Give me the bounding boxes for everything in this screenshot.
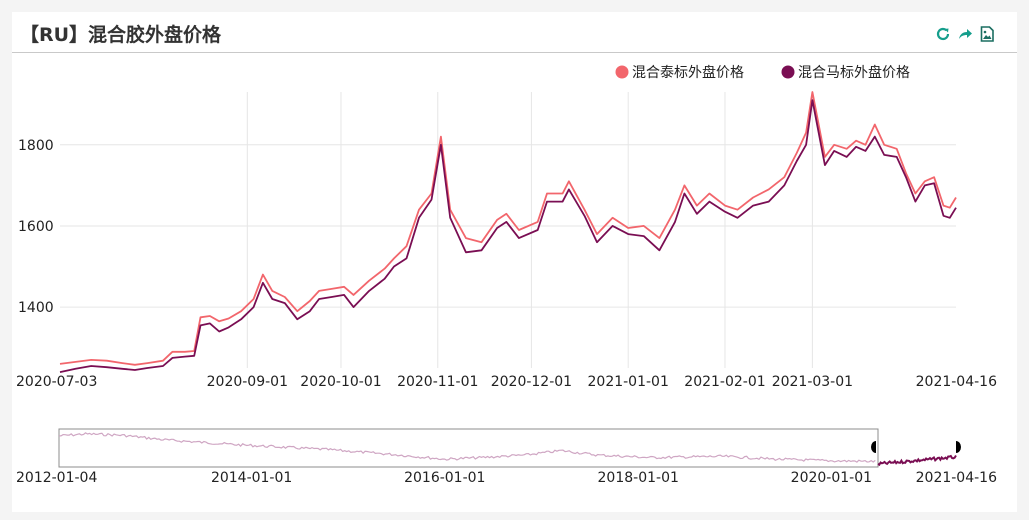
legend-item-thai[interactable]: 混合泰标外盘价格: [615, 64, 745, 81]
overview-x-axis: 2012-01-04 2014-01-01 2016-01-01 2018-01-01…: [16, 470, 997, 486]
panel-header: 【RU】混合胶外盘价格: [12, 12, 1017, 53]
overview-x-tick-label: 2012-01-04: [16, 470, 97, 486]
y-axis: 1400 1600 1800: [18, 138, 54, 316]
range-slider-selected-area[interactable]: [58, 428, 879, 468]
page-title: 【RU】混合胶外盘价格: [20, 24, 222, 46]
y-tick-label: 1600: [18, 219, 54, 235]
overview-x-tick-label: 2016-01-01: [404, 470, 485, 486]
refresh-icon[interactable]: [935, 26, 951, 42]
x-tick-label: 2020-07-03: [16, 374, 97, 390]
overview-x-tick-label: 2020-01-01: [791, 470, 872, 486]
overview-x-tick-label: 2018-01-01: [598, 470, 679, 486]
legend: 混合泰标外盘价格 混合马标外盘价格: [615, 64, 911, 81]
x-tick-label: 2021-03-01: [772, 374, 853, 390]
series-group: [59, 91, 957, 373]
overview-x-tick-label: 2014-01-01: [211, 470, 292, 486]
x-tick-label: 2020-12-01: [491, 374, 572, 390]
overview-history-line: [58, 432, 876, 463]
share-icon[interactable]: [957, 26, 973, 42]
series-line-thai: [59, 91, 957, 366]
x-tick-label: 2021-02-01: [684, 374, 765, 390]
x-tick-label: 2020-11-01: [397, 374, 478, 390]
overview-x-tick-label: 2021-04-16: [916, 470, 997, 486]
legend-marker-thai: [615, 65, 629, 79]
legend-item-malay[interactable]: 混合马标外盘价格: [781, 64, 911, 81]
legend-label-thai: 混合泰标外盘价格: [632, 64, 744, 81]
chart-svg: 混合泰标外盘价格 混合马标外盘价格 1400 1600 1800 2020-07-0…: [16, 64, 997, 486]
x-axis: 2020-07-03 2020-09-01 2020-10-01 2020-11-01…: [16, 374, 997, 390]
x-tick-label: 2021-04-16: [916, 374, 997, 390]
y-tick-label: 1800: [18, 138, 54, 154]
chart-panel: 【RU】混合胶外盘价格 混合泰标外盘价格 混: [12, 12, 1017, 512]
toolbar: [935, 26, 995, 42]
legend-label-malay: 混合马标外盘价格: [798, 64, 910, 81]
range-slider[interactable]: 2012-01-04 2014-01-01 2016-01-01 2018-01-01…: [16, 428, 997, 486]
legend-marker-malay: [781, 65, 795, 79]
save-image-icon[interactable]: [979, 26, 995, 42]
range-handle-left[interactable]: [871, 441, 876, 453]
x-tick-label: 2020-09-01: [207, 374, 288, 390]
range-handle-right[interactable]: [956, 441, 961, 453]
series-line-malay: [59, 99, 957, 373]
y-tick-label: 1400: [18, 300, 54, 316]
x-tick-label: 2020-10-01: [300, 374, 381, 390]
grid: [60, 92, 956, 368]
x-tick-label: 2021-01-01: [588, 374, 669, 390]
overview-selected-line: [877, 454, 957, 467]
